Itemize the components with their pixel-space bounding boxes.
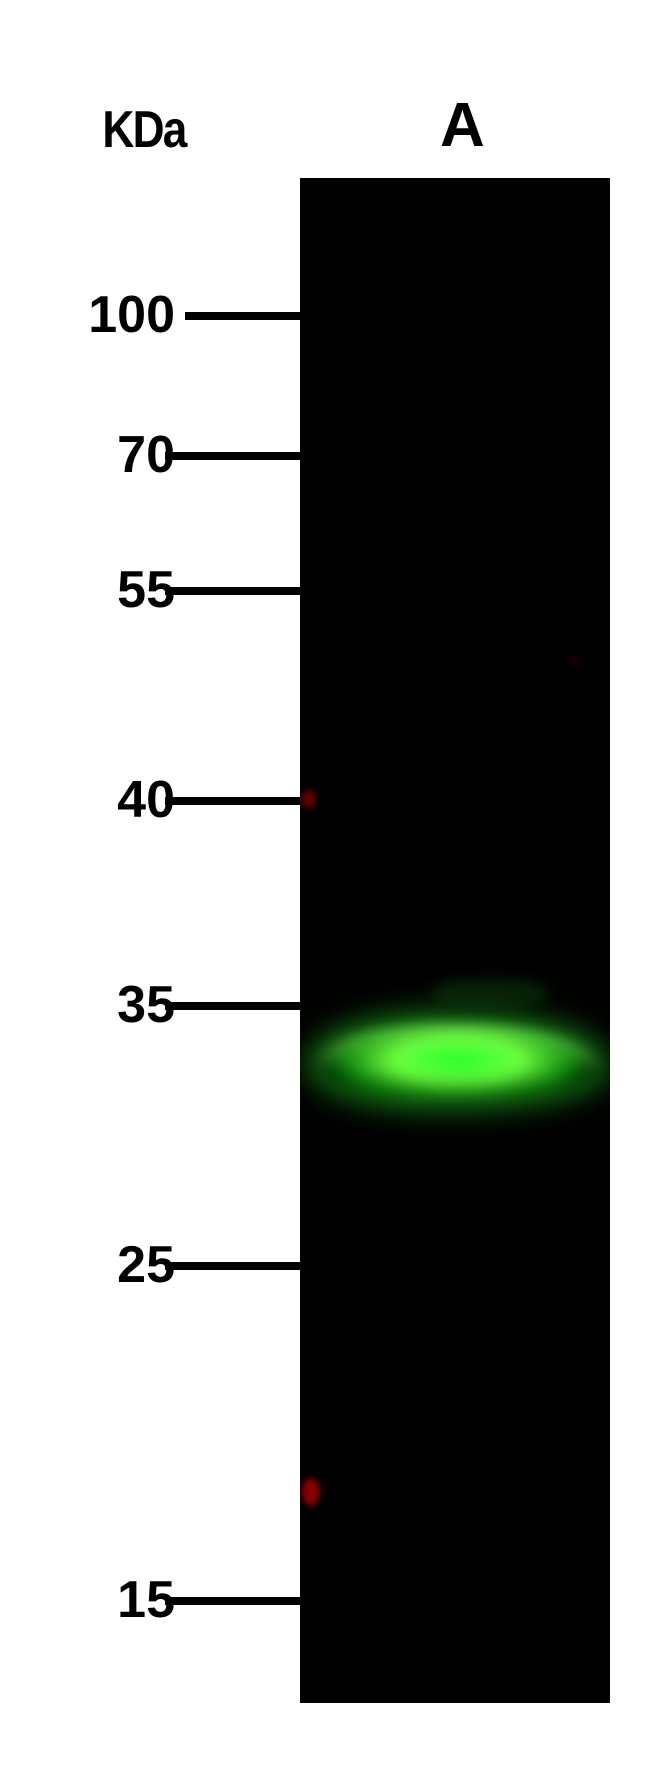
mw-marker-line-40 [165,797,300,805]
mw-label-25: 25 [35,1235,175,1295]
mw-marker-line-70 [165,452,300,460]
mw-label-70: 70 [35,425,175,485]
mw-label-15: 15 [35,1570,175,1630]
mw-label-100: 100 [35,285,175,345]
protein-band-faint [430,978,550,1008]
mw-label-40: 40 [35,770,175,830]
artifact-dot-2 [570,656,580,666]
mw-marker-line-25 [165,1262,300,1270]
mw-marker-line-100 [185,312,300,320]
mw-marker-line-35 [165,1002,300,1010]
protein-band-main [318,1023,598,1098]
mw-marker-line-55 [165,587,300,595]
mw-label-35: 35 [35,975,175,1035]
blot-lane-a [300,178,610,1703]
kda-unit-label: KDa [102,100,185,160]
mw-marker-line-15 [165,1597,300,1605]
mw-label-55: 55 [35,560,175,620]
lane-a-label: A [440,90,485,161]
artifact-dot-1 [302,1478,320,1506]
artifact-dot-0 [302,790,316,808]
western-blot-figure: KDa A 100 70 55 40 35 25 15 [0,0,650,1783]
